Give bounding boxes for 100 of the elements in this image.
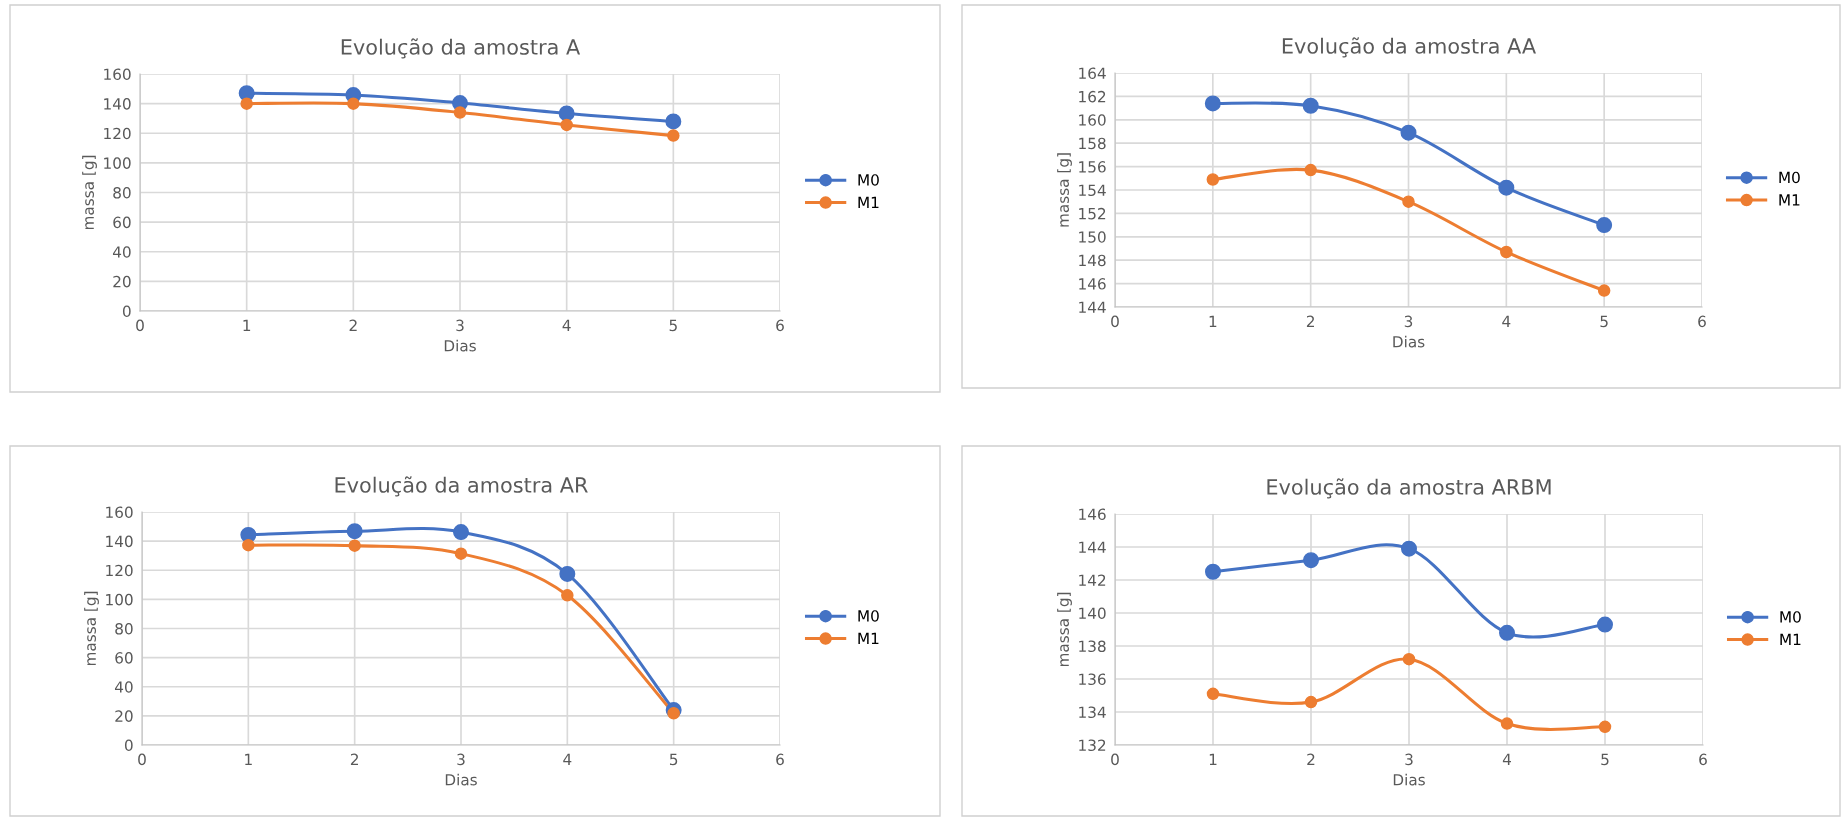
point xyxy=(1304,695,1318,709)
point xyxy=(242,538,255,552)
x-tick-label: 2 xyxy=(350,753,358,765)
x-tick-label: 4 xyxy=(562,319,571,331)
y-tick-label: 20 xyxy=(113,275,131,288)
point xyxy=(1499,624,1515,641)
y-tick-label: 140 xyxy=(106,535,133,548)
x-tick-label: 4 xyxy=(563,753,572,765)
y-tick-label: 150 xyxy=(1079,231,1106,243)
chart-title: Evolução da amostra A xyxy=(341,38,581,59)
x-tick-label: 2 xyxy=(349,319,357,331)
point xyxy=(667,129,680,142)
y-tick-label: 156 xyxy=(1079,161,1106,173)
y-tick-label: 160 xyxy=(1079,114,1106,126)
y-tick-label: 0 xyxy=(124,739,133,752)
legend-label: M0 xyxy=(1780,611,1801,623)
point xyxy=(560,118,573,132)
x-tick-label: 6 xyxy=(1698,315,1706,328)
x-tick-label: 2 xyxy=(1307,753,1315,765)
y-tick-label: 0 xyxy=(122,305,131,318)
y-tick-label: 138 xyxy=(1079,640,1106,653)
point xyxy=(1500,245,1513,259)
y-tick-label: 164 xyxy=(1079,67,1106,80)
y-tick-label: 60 xyxy=(113,216,131,229)
x-tick-label: 3 xyxy=(457,753,465,766)
y-tick-label: 60 xyxy=(115,652,133,664)
point xyxy=(454,547,468,560)
y-tick-label: 144 xyxy=(1079,301,1106,313)
x-tick-label: 2 xyxy=(1306,315,1314,327)
chart-title: Evolução da amostra AR xyxy=(335,476,588,497)
point xyxy=(1304,163,1317,177)
point xyxy=(1205,563,1221,580)
y-tick-label: 146 xyxy=(1079,508,1106,521)
point xyxy=(1206,687,1220,701)
y-tick-label: 160 xyxy=(106,506,133,519)
point xyxy=(665,113,682,130)
y-tick-label: 134 xyxy=(1079,706,1106,719)
x-tick-label: 4 xyxy=(1502,315,1511,327)
x-tick-label: 6 xyxy=(1699,753,1707,766)
point xyxy=(1400,124,1417,141)
y-tick-label: 136 xyxy=(1079,673,1106,686)
y-tick-label: 80 xyxy=(113,186,131,199)
y-tick-label: 100 xyxy=(104,157,131,169)
point xyxy=(240,97,253,110)
y-tick-label: 80 xyxy=(115,622,133,635)
x-axis-title: Dias xyxy=(445,773,477,786)
x-tick-label: 0 xyxy=(136,319,144,332)
y-tick-label: 140 xyxy=(1079,607,1106,620)
x-tick-label: 6 xyxy=(776,753,784,766)
x-tick-label: 1 xyxy=(1209,315,1217,327)
y-tick-label: 152 xyxy=(1079,207,1106,220)
y-tick-label: 40 xyxy=(112,246,131,258)
point xyxy=(1500,717,1514,730)
x-tick-label: 3 xyxy=(1404,315,1413,328)
legend-label: M0 xyxy=(858,610,879,622)
x-axis-title: Dias xyxy=(1393,335,1425,348)
y-tick-label: 40 xyxy=(114,681,133,693)
x-tick-label: 3 xyxy=(456,319,464,332)
legend-label: M0 xyxy=(858,174,879,186)
point xyxy=(453,106,467,119)
point xyxy=(667,707,680,720)
y-tick-label: 142 xyxy=(1079,574,1106,586)
y-tick-label: 20 xyxy=(115,710,133,722)
x-tick-label: 5 xyxy=(1601,753,1609,766)
y-tick-label: 100 xyxy=(106,593,133,606)
x-tick-label: 0 xyxy=(138,753,146,766)
point xyxy=(1596,217,1613,234)
point xyxy=(347,97,360,110)
y-tick-label: 132 xyxy=(1079,739,1106,752)
legend-label: M1 xyxy=(858,632,879,644)
y-tick-label: 144 xyxy=(1079,541,1106,553)
x-tick-label: 5 xyxy=(669,753,678,766)
y-tick-label: 120 xyxy=(106,564,133,577)
point xyxy=(1598,720,1612,734)
x-tick-label: 0 xyxy=(1111,753,1119,766)
x-tick-label: 5 xyxy=(669,319,677,332)
point xyxy=(1597,284,1611,297)
y-tick-label: 148 xyxy=(1079,254,1106,267)
legend-label: M0 xyxy=(1779,171,1800,184)
legend-label: M1 xyxy=(1780,633,1801,645)
point xyxy=(558,105,575,122)
y-axis-title: massa [g] xyxy=(82,155,97,230)
y-axis-title: massa [g] xyxy=(84,591,99,666)
point xyxy=(348,539,361,552)
chart-title: Evolução da amostra ARBM xyxy=(1267,478,1551,499)
point xyxy=(1402,652,1416,666)
x-tick-label: 1 xyxy=(243,319,251,331)
x-tick-label: 6 xyxy=(776,319,784,332)
y-tick-label: 120 xyxy=(104,127,131,140)
x-tick-label: 4 xyxy=(1502,753,1511,765)
chart-title: Evolução da amostra AA xyxy=(1282,37,1536,58)
x-tick-label: 0 xyxy=(1111,315,1119,328)
y-tick-label: 162 xyxy=(1079,90,1106,103)
point xyxy=(1597,616,1613,633)
point xyxy=(453,524,469,541)
point xyxy=(1401,540,1417,557)
x-tick-label: 3 xyxy=(1405,753,1413,766)
point xyxy=(1302,97,1319,114)
y-axis-title: massa [g] xyxy=(1057,592,1072,667)
legend-label: M1 xyxy=(858,196,879,208)
